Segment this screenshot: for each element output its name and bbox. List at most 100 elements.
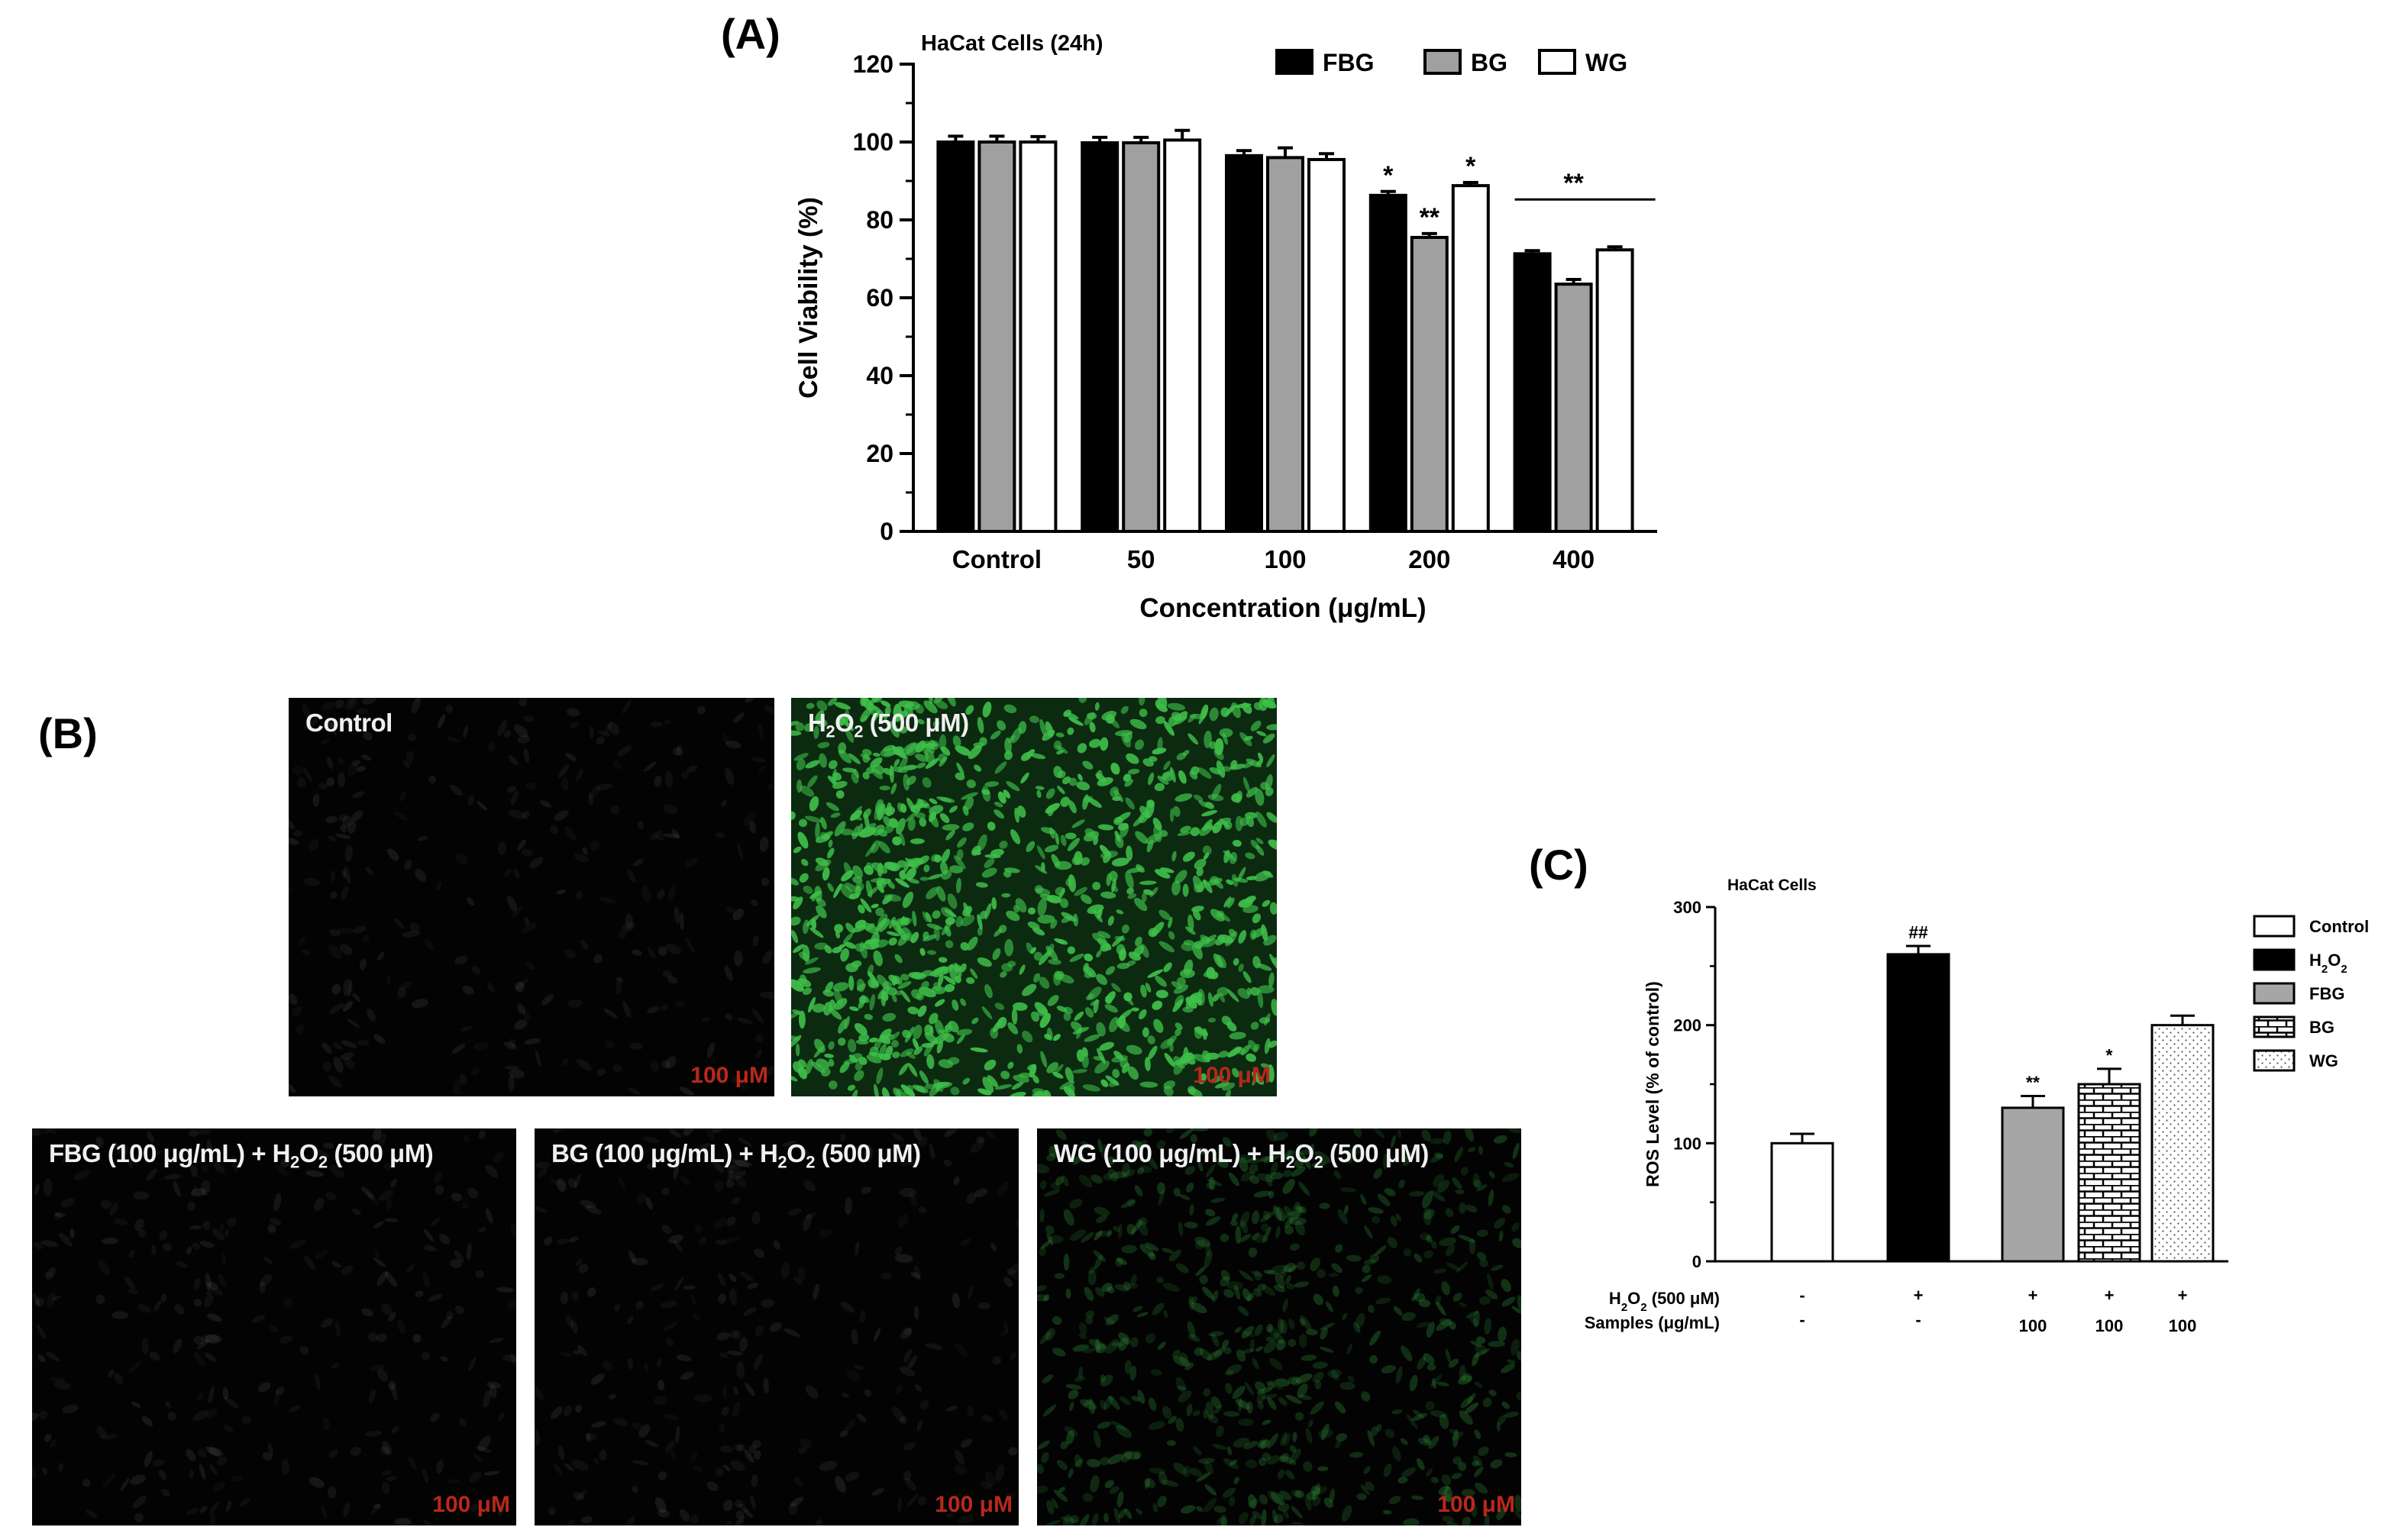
- cell: [815, 710, 825, 722]
- cell: [713, 1070, 725, 1081]
- cell: [1430, 1190, 1446, 1202]
- cell: [1250, 720, 1262, 731]
- cell: [1262, 1452, 1271, 1461]
- cell: [1190, 1467, 1202, 1477]
- cell: [943, 975, 956, 985]
- cell: [866, 862, 874, 870]
- cell: [929, 1084, 940, 1096]
- cell: [1476, 1184, 1488, 1192]
- cell: [1230, 1219, 1239, 1226]
- cell: [1027, 922, 1040, 930]
- cell: [1498, 1326, 1507, 1342]
- cell: [584, 1205, 602, 1215]
- cell: [1368, 1207, 1384, 1214]
- cell: [733, 712, 745, 724]
- cell: [438, 714, 446, 728]
- cell: [851, 1329, 858, 1345]
- cell: [880, 1272, 893, 1280]
- cell: [561, 776, 569, 791]
- cell: [1128, 768, 1140, 775]
- cell: [945, 940, 954, 948]
- y-tick-label: 40: [866, 362, 893, 389]
- cell: [1097, 1138, 1103, 1153]
- cell: [227, 1217, 237, 1228]
- cell: [684, 857, 698, 867]
- cell: [1057, 938, 1068, 945]
- cell: [329, 1002, 344, 1014]
- cell: [1174, 870, 1187, 884]
- cell: [430, 1412, 440, 1422]
- cell: [1459, 1202, 1466, 1214]
- cell: [1511, 1338, 1520, 1355]
- cell: [1235, 790, 1243, 803]
- cell: [217, 1457, 228, 1466]
- cell: [1184, 1222, 1198, 1228]
- cell: [1195, 1506, 1204, 1513]
- cell: [343, 979, 352, 996]
- cell: [610, 805, 620, 815]
- cell: [1441, 1280, 1450, 1296]
- cell: [486, 982, 495, 993]
- cell: [570, 722, 580, 728]
- cell: [715, 1467, 724, 1477]
- cell: [510, 1224, 516, 1238]
- cell: [970, 1047, 988, 1053]
- cell: [994, 1084, 1013, 1090]
- cell: [1101, 710, 1117, 721]
- cell: [1442, 1516, 1454, 1522]
- cell: [960, 915, 975, 927]
- cell: [1228, 1172, 1239, 1186]
- cell: [627, 1358, 634, 1370]
- cell: [205, 1290, 213, 1296]
- cell: [1168, 1416, 1177, 1425]
- cell: [1013, 1074, 1029, 1083]
- cell: [524, 1038, 541, 1045]
- cell: [929, 798, 938, 805]
- cell: [1314, 1151, 1331, 1164]
- cell: [599, 896, 616, 904]
- cell: [932, 1081, 950, 1087]
- cell: [1266, 754, 1275, 767]
- cell: [1256, 1283, 1267, 1292]
- cell: [924, 1024, 933, 1035]
- cell: [618, 931, 626, 939]
- cell: [1479, 1258, 1488, 1267]
- cell: [961, 792, 978, 800]
- cell: [1395, 1213, 1401, 1222]
- cell: [1504, 1411, 1519, 1418]
- cell: [690, 1451, 698, 1462]
- cell: [713, 1218, 727, 1229]
- cell: [1308, 1419, 1313, 1428]
- cell: [690, 1515, 700, 1524]
- cell: [1269, 902, 1277, 915]
- cell: [917, 1496, 926, 1506]
- cell: [224, 1396, 239, 1409]
- cell: [904, 1477, 916, 1490]
- cell: [292, 766, 303, 776]
- cell: [1088, 1338, 1106, 1350]
- cell: [1225, 1370, 1234, 1376]
- cell: [915, 812, 926, 818]
- cell: [397, 1319, 406, 1335]
- cell: [1174, 1028, 1181, 1037]
- cell: [1097, 931, 1111, 939]
- cell: [192, 1185, 198, 1194]
- cell: [1328, 1273, 1339, 1277]
- cell: [977, 1302, 991, 1309]
- cell: [331, 870, 336, 883]
- cell: [902, 927, 913, 942]
- cell: [1318, 1429, 1333, 1438]
- cell: [1292, 1432, 1297, 1442]
- cell: [291, 1006, 302, 1016]
- cell: [1072, 1027, 1090, 1035]
- cell: [1317, 1269, 1326, 1279]
- cell: [696, 705, 706, 715]
- cell: [1307, 1490, 1317, 1501]
- cell: [990, 730, 1001, 740]
- cell: [304, 1255, 315, 1270]
- cell: [1474, 1348, 1491, 1358]
- cell: [194, 1278, 201, 1290]
- cell: [340, 825, 347, 833]
- cell: [984, 781, 1000, 787]
- cell: [548, 1179, 567, 1186]
